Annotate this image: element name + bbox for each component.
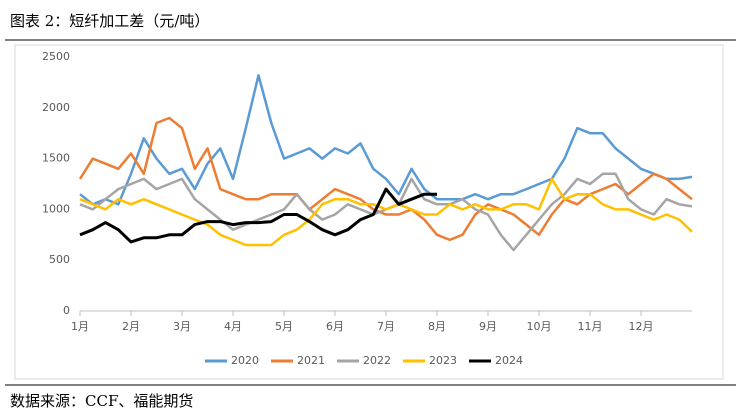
x-tick-label: 9月	[479, 320, 497, 333]
x-tick-label: 3月	[173, 320, 191, 333]
legend-label: 2023	[429, 354, 457, 367]
series-line	[79, 177, 693, 247]
y-tick-label: 0	[63, 304, 70, 317]
x-tick-label: 1月	[71, 320, 89, 333]
y-tick-label: 1000	[42, 202, 70, 215]
chart-frame	[14, 44, 724, 380]
series-line	[79, 187, 437, 244]
legend-label: 2024	[495, 354, 523, 367]
chart-title: 图表 2：短纤加工差（元/吨）	[10, 12, 209, 30]
x-tick-label: 10月	[527, 320, 552, 333]
x-tick-label: 11月	[578, 320, 603, 333]
y-tick-label: 1500	[42, 152, 70, 165]
x-tick-label: 8月	[428, 320, 446, 333]
legend-label: 2021	[297, 354, 325, 367]
legend-label: 2022	[363, 354, 391, 367]
x-tick-label: 2月	[122, 320, 140, 333]
y-tick-label: 500	[49, 253, 70, 266]
y-tick-label: 2000	[42, 101, 70, 114]
legend-label: 2020	[231, 354, 259, 367]
series-line	[79, 74, 693, 206]
source-note: 数据来源：CCF、福能期货	[10, 392, 193, 410]
series-line	[79, 172, 693, 252]
x-tick-label: 6月	[326, 320, 344, 333]
x-tick-label: 7月	[377, 320, 395, 333]
y-tick-label: 2500	[42, 50, 70, 63]
x-tick-label: 4月	[224, 320, 242, 333]
x-tick-label: 12月	[629, 320, 654, 333]
x-tick-label: 5月	[275, 320, 293, 333]
